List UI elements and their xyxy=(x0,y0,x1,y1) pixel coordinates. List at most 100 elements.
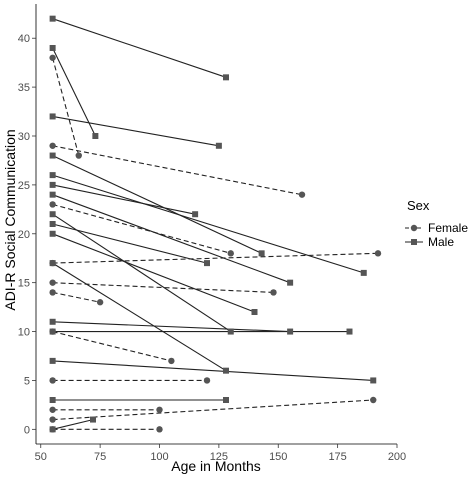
data-point-male xyxy=(215,142,222,149)
y-tick-label: 5 xyxy=(24,375,30,387)
data-point-female xyxy=(96,299,104,306)
data-point-male xyxy=(49,221,56,227)
y-tick-label: 40 xyxy=(18,33,30,45)
y-tick-label: 0 xyxy=(24,424,30,436)
series-line-female xyxy=(52,203,231,254)
y-axis-label: ADI-R Social Communication xyxy=(2,129,18,310)
data-point-male xyxy=(258,250,265,257)
data-point-male xyxy=(90,416,96,423)
legend-title: Sex xyxy=(407,198,430,213)
series-line-male xyxy=(52,223,208,264)
y-tick-label: 15 xyxy=(18,278,30,290)
series-line-male xyxy=(52,47,96,137)
data-point-male xyxy=(360,269,367,276)
y-tick-label: 25 xyxy=(18,180,30,192)
data-point-female xyxy=(49,279,56,286)
y-tick-label: 10 xyxy=(18,327,30,339)
data-point-male xyxy=(49,230,56,237)
data-point-male xyxy=(192,211,199,218)
data-point-female xyxy=(49,328,56,335)
data-point-male xyxy=(227,328,234,335)
data-point-female xyxy=(156,406,163,413)
data-point-male xyxy=(49,260,56,267)
data-point-female xyxy=(203,377,211,384)
series-line-male xyxy=(52,419,94,430)
data-point-female xyxy=(227,250,234,257)
data-point-male xyxy=(287,279,294,286)
data-point-male xyxy=(223,397,229,403)
data-point-male xyxy=(49,15,56,22)
series-line-male xyxy=(52,174,364,274)
data-point-female xyxy=(49,201,56,208)
data-point-female xyxy=(49,289,56,296)
data-point-female xyxy=(49,142,56,149)
axes: 0 5 10 15 20 25 30 35 40 50 75 100 125 150 175 200 xyxy=(18,4,406,463)
x-tick-label: 50 xyxy=(35,451,47,463)
series-markers xyxy=(49,15,382,433)
data-point-male xyxy=(49,357,56,364)
x-axis-label: Age in Months xyxy=(171,458,261,474)
data-point-male xyxy=(49,181,56,188)
series-line-male xyxy=(52,18,227,78)
data-point-male xyxy=(49,152,56,159)
series-line-male xyxy=(52,213,232,333)
legend-label-female: Female xyxy=(428,221,468,235)
x-tick-label: 125 xyxy=(210,451,228,463)
data-point-female xyxy=(75,152,82,159)
series-line-female xyxy=(52,331,172,362)
series-line-female xyxy=(52,252,379,264)
data-point-male xyxy=(251,309,258,315)
data-point-female xyxy=(49,426,56,433)
data-point-female xyxy=(156,426,163,433)
series-line-female xyxy=(52,282,274,293)
y-tick-label: 20 xyxy=(18,229,30,241)
data-point-male xyxy=(204,260,210,267)
data-point-male xyxy=(92,133,99,139)
data-point-female xyxy=(49,54,56,61)
data-point-male xyxy=(49,172,56,179)
series-line-female xyxy=(52,291,101,303)
data-point-female xyxy=(49,416,56,423)
series-line-male xyxy=(52,115,219,147)
data-point-male xyxy=(370,377,377,384)
data-point-male xyxy=(49,318,56,325)
series-line-male xyxy=(52,233,255,313)
data-point-male xyxy=(49,191,56,198)
x-tick-label: 100 xyxy=(150,451,168,463)
x-tick-label: 175 xyxy=(328,451,346,463)
data-point-female xyxy=(168,357,175,365)
legend-marker-male xyxy=(411,239,417,245)
series-line-male xyxy=(52,194,291,284)
series-line-female xyxy=(52,399,374,421)
data-point-male xyxy=(49,211,56,218)
y-tick-label: 30 xyxy=(18,131,30,143)
series-line-male xyxy=(52,262,227,372)
series-lines xyxy=(52,18,379,430)
series-line-male xyxy=(52,184,196,215)
data-point-male xyxy=(287,328,294,335)
data-point-male xyxy=(223,74,229,81)
y-tick-label: 35 xyxy=(18,82,30,94)
data-point-female xyxy=(270,289,277,296)
series-line-female xyxy=(52,145,303,196)
x-tick-label: 150 xyxy=(269,451,287,463)
series-line-male xyxy=(52,360,374,381)
data-point-female xyxy=(374,250,382,257)
data-point-male xyxy=(49,397,56,403)
data-point-male xyxy=(49,113,56,120)
data-point-female xyxy=(49,406,56,413)
series-line-male xyxy=(52,321,291,333)
x-tick-label: 200 xyxy=(388,451,406,463)
x-tick-label: 75 xyxy=(94,451,106,463)
series-line-male xyxy=(52,155,262,254)
data-point-male xyxy=(223,367,229,374)
legend-marker-female xyxy=(410,224,418,232)
data-point-male xyxy=(346,328,353,335)
series-line-female xyxy=(52,57,80,156)
data-point-female xyxy=(49,377,56,384)
data-point-female xyxy=(298,191,306,198)
data-point-male xyxy=(49,45,56,51)
